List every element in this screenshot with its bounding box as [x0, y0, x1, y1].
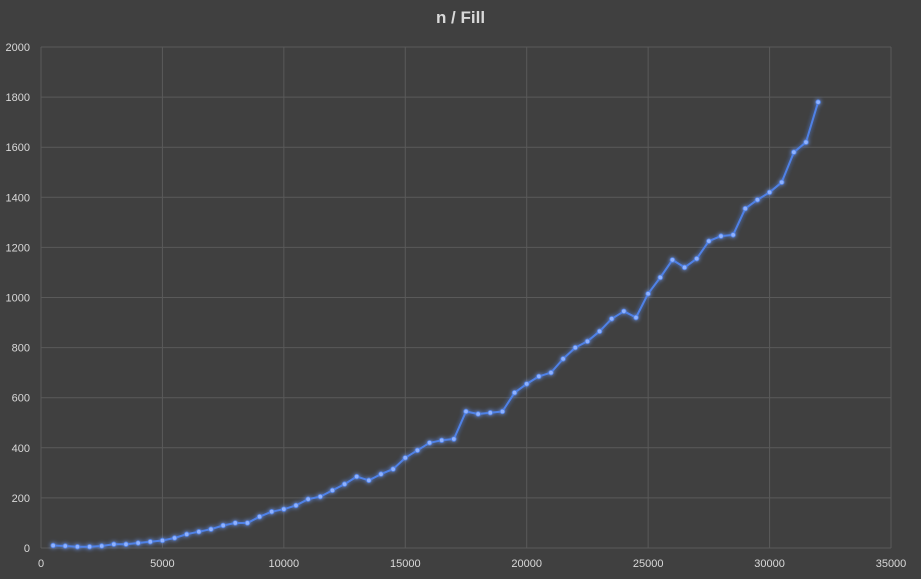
data-point [584, 338, 591, 345]
y-tick-label: 0 [24, 543, 30, 555]
y-tick-label: 1800 [6, 92, 30, 104]
data-point [572, 344, 578, 351]
data-point [74, 544, 81, 550]
data-point [208, 526, 214, 532]
data-point [669, 257, 676, 263]
data-point [754, 197, 761, 203]
y-tick-label: 1600 [6, 142, 30, 154]
data-point [135, 540, 141, 546]
data-point [803, 139, 809, 145]
data-point [730, 232, 736, 238]
x-tick-label: 25000 [633, 558, 664, 570]
series-line [50, 99, 821, 550]
data-point [791, 149, 797, 155]
y-tick-label: 1000 [6, 293, 30, 305]
y-tick-label: 800 [12, 343, 30, 355]
data-point [609, 316, 615, 322]
data-point [402, 455, 408, 461]
data-point [159, 537, 166, 544]
data-point [317, 493, 323, 500]
data-point [220, 522, 226, 529]
data-point [499, 408, 506, 415]
data-point [62, 543, 68, 549]
data-point [681, 264, 688, 271]
data-point [463, 408, 469, 415]
data-point [293, 502, 299, 509]
data-point [706, 238, 712, 244]
y-tick-label: 1400 [6, 192, 30, 204]
data-point [548, 369, 554, 376]
data-point [390, 466, 396, 472]
x-tick-label: 15000 [390, 558, 421, 570]
x-tick-label: 30000 [754, 558, 785, 570]
data-point [329, 487, 336, 494]
data-point [742, 205, 748, 212]
data-point [596, 328, 603, 335]
data-point [779, 179, 785, 185]
data-point [536, 373, 542, 380]
data-point [718, 233, 724, 239]
data-point [99, 543, 105, 549]
data-point [86, 544, 93, 550]
data-point [123, 541, 129, 547]
data-point [815, 99, 821, 105]
y-tick-label: 600 [12, 393, 30, 405]
data-point [184, 531, 190, 537]
data-point [196, 529, 202, 535]
chart-title: n / Fill [435, 8, 486, 27]
x-tick-label: 35000 [876, 558, 907, 570]
data-point [426, 440, 433, 446]
data-point [694, 255, 700, 262]
x-tick-label: 20000 [511, 558, 542, 570]
data-point [524, 381, 530, 387]
data-point [487, 410, 493, 416]
data-point [657, 274, 663, 281]
data-point [171, 535, 178, 541]
data-point [511, 389, 518, 396]
data-point [451, 436, 457, 442]
data-point [244, 520, 251, 526]
series-polyline [53, 101, 820, 548]
x-tick-label: 10000 [269, 558, 300, 570]
grid-lines [40, 46, 892, 549]
y-tick-label: 2000 [6, 42, 30, 54]
data-point [232, 520, 238, 526]
data-point [281, 506, 287, 512]
data-point [50, 542, 56, 549]
data-point [645, 291, 651, 297]
data-point [439, 437, 445, 443]
data-point [305, 496, 311, 502]
data-point [414, 447, 421, 454]
y-tick-label: 200 [12, 493, 30, 505]
data-point [766, 189, 773, 195]
x-tick-label: 5000 [150, 558, 174, 570]
x-tick-label: 0 [38, 558, 44, 570]
data-point [147, 539, 153, 545]
data-point [633, 314, 639, 321]
data-point [341, 481, 348, 487]
y-tick-label: 1200 [6, 242, 30, 254]
data-point [475, 411, 481, 417]
data-point [366, 477, 372, 484]
y-tick-label: 400 [12, 443, 30, 455]
data-point [269, 508, 275, 515]
data-point [354, 473, 360, 480]
data-point [256, 513, 263, 520]
data-point [111, 541, 117, 547]
data-point [378, 471, 384, 477]
data-point [621, 308, 627, 314]
data-point [560, 356, 566, 362]
